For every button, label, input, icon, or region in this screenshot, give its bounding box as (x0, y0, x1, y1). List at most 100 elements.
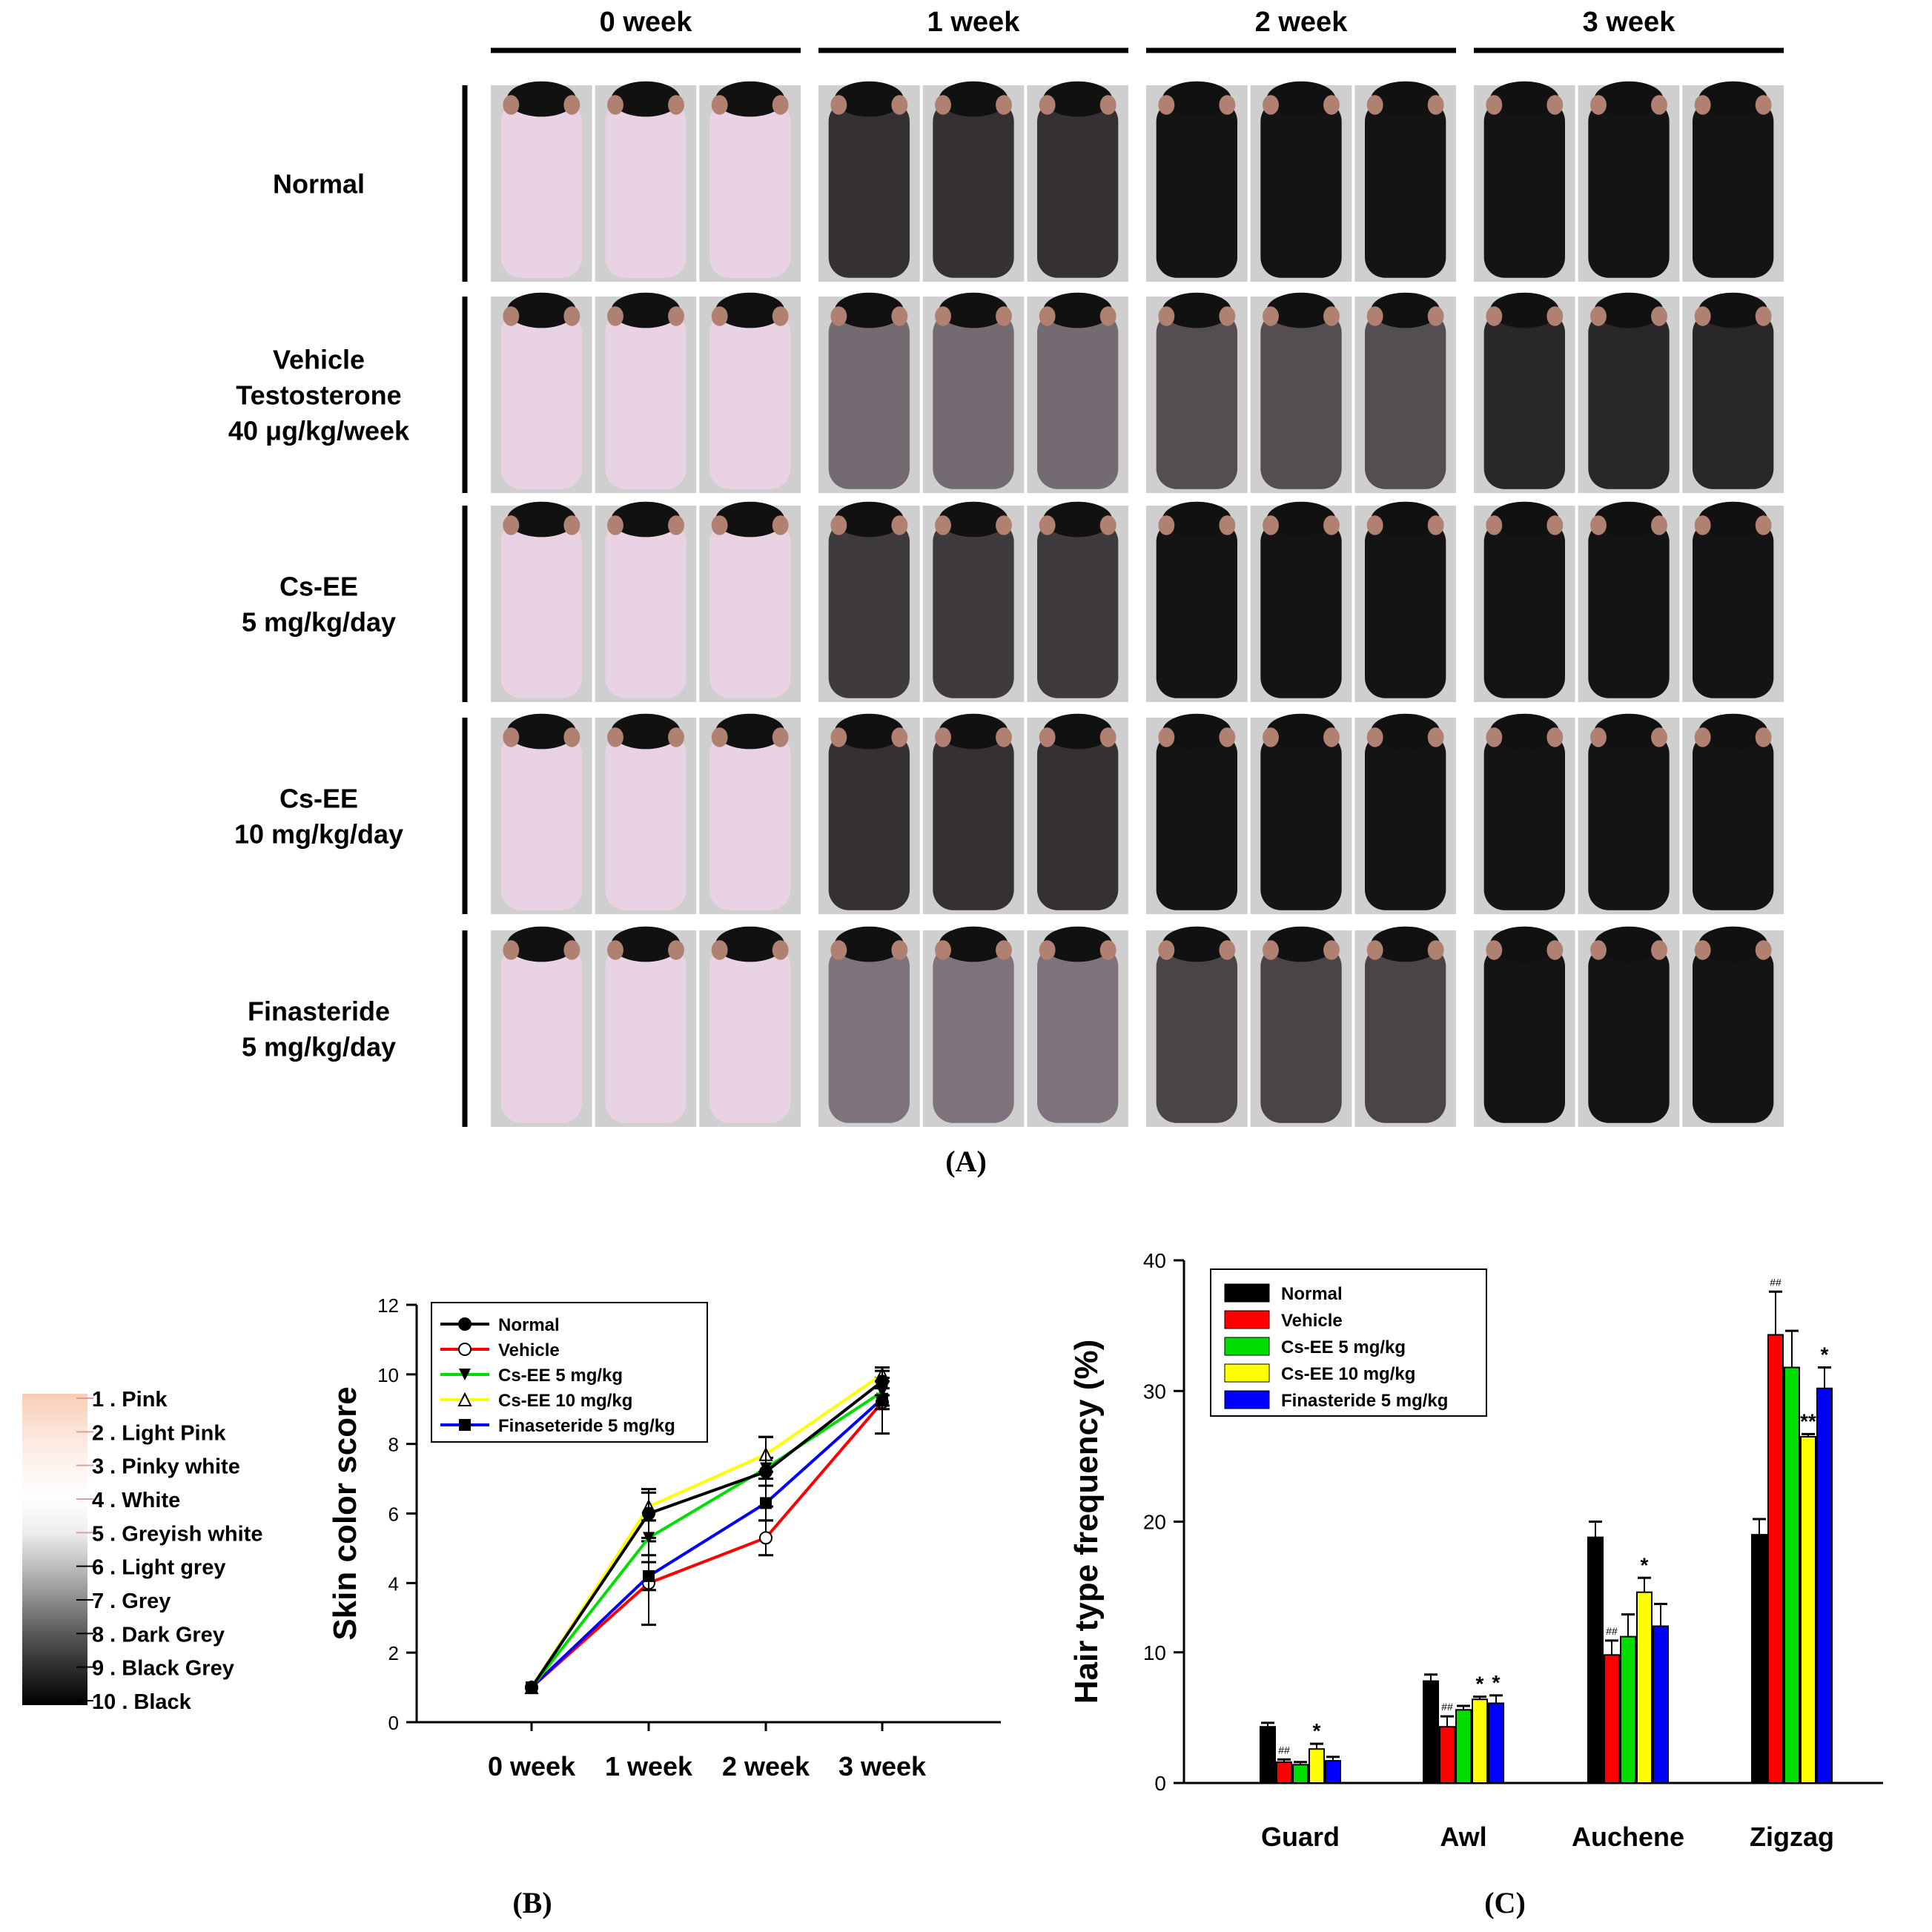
mouse-ear (711, 515, 728, 535)
mouse-ear (1427, 95, 1444, 115)
mouse-ear (1366, 727, 1383, 747)
mouse-photo (1682, 501, 1784, 702)
mouse-fur (1037, 946, 1119, 1123)
mouse-photo (491, 81, 592, 282)
y-tick-label: 20 (1143, 1511, 1166, 1534)
legend-swatch (1224, 1283, 1270, 1303)
group-label: Vehicle (273, 345, 365, 375)
panel-label: (C) (1484, 1886, 1526, 1919)
color-scale-label: 7 . Grey (92, 1589, 171, 1613)
data-point (459, 1419, 471, 1431)
mouse-head (1266, 713, 1336, 750)
mouse-head (611, 501, 681, 537)
mouse-ear (996, 940, 1012, 960)
significance-mark: * (1313, 1719, 1321, 1742)
mouse-head (1698, 926, 1768, 962)
mouse-ear (503, 940, 520, 960)
mouse-ear (1263, 95, 1279, 115)
series-line (530, 1397, 884, 1689)
series-line (530, 1401, 884, 1689)
mouse-fur (1156, 733, 1237, 910)
legend-swatch (1224, 1310, 1270, 1329)
mouse-photo (1474, 926, 1575, 1127)
mouse-ear (1694, 940, 1711, 960)
mouse-ear (935, 727, 951, 747)
mouse-fur (828, 101, 910, 278)
mouse-photo (595, 292, 697, 493)
x-tick-label: Guard (1261, 1822, 1340, 1852)
mouse-ear (1427, 940, 1444, 960)
mouse-ear (1651, 95, 1667, 115)
mouse-head (1043, 926, 1113, 962)
mouse-photo (491, 501, 592, 702)
mouse-head (506, 81, 576, 117)
mouse-ear (891, 515, 908, 535)
mouse-photo (818, 713, 920, 914)
mouse-fur (1483, 733, 1565, 910)
mouse-skin (605, 946, 687, 1123)
mouse-ear (1366, 306, 1383, 326)
group-label: 5 mg/kg/day (242, 1032, 396, 1062)
mouse-ear (563, 727, 580, 747)
mouse-ear (1099, 515, 1116, 535)
mouse-fur (933, 312, 1014, 489)
group-label: 40 μg/kg/week (228, 416, 410, 446)
panel-label: (B) (512, 1886, 552, 1919)
mouse-ear (1323, 515, 1340, 535)
mouse-photo (1250, 292, 1352, 493)
mouse-fur (828, 733, 910, 910)
mouse-photo (1354, 292, 1456, 493)
mouse-fur (1037, 521, 1119, 698)
mouse-ear (1546, 727, 1564, 747)
mouse-head (1371, 81, 1440, 117)
mouse-fur (1483, 521, 1565, 698)
mouse-fur (1365, 733, 1446, 910)
series-0 (525, 1366, 890, 1695)
mouse-head (1594, 501, 1664, 537)
significance-mark: ## (1441, 1701, 1453, 1713)
mouse-skin (605, 733, 687, 910)
x-tick-label: Zigzag (1750, 1822, 1834, 1852)
mouse-ear (1546, 95, 1564, 115)
data-point (458, 1317, 472, 1331)
mouse-ear (1590, 306, 1607, 326)
mouse-ear (711, 306, 728, 326)
mouse-fur (1693, 312, 1774, 489)
mouse-photo (1027, 713, 1128, 914)
mouse-ear (830, 306, 847, 326)
mouse-head (1162, 501, 1231, 537)
bar-cs-ee-5-mg-kg (1784, 1366, 1800, 1784)
mouse-ear (711, 727, 728, 747)
data-point (759, 1465, 773, 1479)
bar-vehicle (1604, 1654, 1620, 1784)
mouse-photo (1027, 926, 1128, 1127)
group-label: Cs-EE (279, 572, 358, 602)
mouse-fur (1483, 101, 1565, 278)
mouse-fur (933, 521, 1014, 698)
mouse-head (1043, 713, 1113, 750)
mouse-head (1043, 501, 1113, 537)
mouse-head (611, 292, 681, 328)
mouse-photo (922, 501, 1025, 702)
mouse-photo (922, 713, 1025, 914)
mouse-photo (1354, 81, 1456, 282)
x-tick-label: 2 week (722, 1751, 810, 1782)
mouse-photo (818, 81, 920, 282)
mouse-head (1489, 81, 1559, 117)
color-scale-label: 10 . Black (92, 1690, 192, 1714)
mouse-ear (607, 95, 623, 115)
legend: Normal Vehicle Cs-EE 5 mg/kg Cs-EE 10 mg/kg… (1210, 1268, 1487, 1417)
x-tick-label: Auchene (1572, 1822, 1684, 1852)
mouse-ear (1694, 727, 1711, 747)
mouse-ear (1323, 95, 1340, 115)
mouse-ear (563, 306, 580, 326)
y-tick-label: 12 (377, 1294, 399, 1317)
mouse-ear (996, 727, 1012, 747)
mouse-skin (709, 946, 791, 1123)
mouse-photo (491, 292, 592, 493)
mouse-ear (1366, 95, 1383, 115)
mouse-ear (935, 940, 951, 960)
mouse-fur (828, 521, 910, 698)
legend-label: Cs-EE 5 mg/kg (1281, 1337, 1406, 1357)
mouse-photo (1578, 713, 1680, 914)
